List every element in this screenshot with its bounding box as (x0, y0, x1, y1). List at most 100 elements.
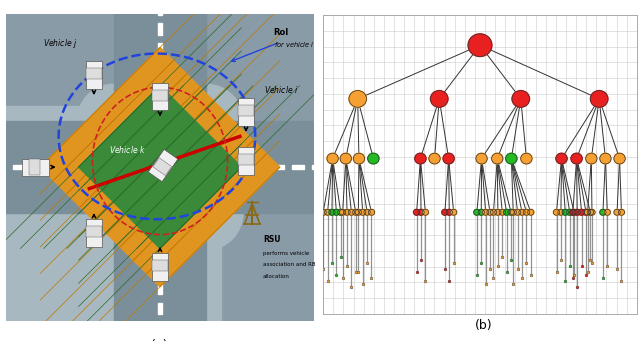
Circle shape (588, 209, 593, 215)
Polygon shape (86, 226, 102, 237)
Bar (158, 283, 162, 294)
Circle shape (499, 209, 506, 215)
Circle shape (340, 153, 351, 164)
Circle shape (487, 209, 493, 215)
Circle shape (556, 153, 567, 164)
Circle shape (508, 209, 514, 215)
Circle shape (418, 209, 424, 215)
Bar (6, 106, 114, 213)
Circle shape (574, 209, 580, 215)
Text: performs vehicle: performs vehicle (263, 251, 309, 255)
Circle shape (483, 209, 489, 215)
Circle shape (443, 153, 454, 164)
Bar (33, 165, 44, 169)
Polygon shape (40, 47, 280, 287)
Circle shape (355, 209, 362, 215)
Circle shape (474, 209, 480, 215)
Wedge shape (206, 213, 243, 250)
Circle shape (320, 209, 326, 215)
Text: Vehicle $j$: Vehicle $j$ (43, 37, 77, 50)
Circle shape (327, 153, 339, 164)
Circle shape (570, 209, 576, 215)
Circle shape (571, 153, 582, 164)
Circle shape (586, 153, 597, 164)
Polygon shape (239, 105, 253, 116)
Bar (114, 14, 206, 321)
Polygon shape (152, 253, 168, 281)
Text: Vehicle $i$: Vehicle $i$ (264, 85, 299, 95)
Bar (158, 63, 162, 75)
Circle shape (558, 209, 564, 215)
Circle shape (415, 153, 426, 164)
Circle shape (521, 153, 532, 164)
Circle shape (476, 153, 487, 164)
Circle shape (562, 209, 568, 215)
Text: RSU: RSU (263, 235, 280, 244)
Circle shape (579, 209, 585, 215)
Circle shape (604, 209, 611, 215)
Text: Vehicle $k$: Vehicle $k$ (109, 144, 146, 155)
Circle shape (571, 209, 577, 215)
Circle shape (618, 209, 625, 215)
Circle shape (329, 209, 335, 215)
Circle shape (431, 91, 448, 107)
Polygon shape (29, 160, 40, 175)
Polygon shape (152, 260, 168, 271)
Text: RoI: RoI (274, 28, 289, 37)
Bar (13, 165, 24, 169)
Circle shape (468, 34, 492, 57)
Polygon shape (237, 98, 255, 125)
Bar (212, 165, 224, 169)
Text: (b): (b) (474, 320, 492, 332)
Wedge shape (77, 213, 114, 250)
Bar (52, 165, 64, 169)
Text: (a): (a) (151, 339, 169, 341)
Bar (114, 213, 221, 321)
Circle shape (413, 209, 420, 215)
Bar (158, 203, 162, 215)
Polygon shape (86, 68, 102, 79)
Circle shape (495, 209, 501, 215)
Circle shape (353, 153, 365, 164)
Circle shape (368, 153, 379, 164)
Circle shape (442, 209, 448, 215)
Circle shape (478, 209, 484, 215)
Circle shape (492, 153, 503, 164)
Bar (6, 121, 314, 213)
Circle shape (446, 209, 452, 215)
Circle shape (515, 209, 521, 215)
Circle shape (364, 209, 370, 215)
Circle shape (554, 209, 559, 215)
Polygon shape (86, 219, 102, 247)
Circle shape (524, 209, 529, 215)
Bar (158, 223, 162, 235)
Bar (113, 165, 124, 169)
Wedge shape (77, 84, 114, 121)
Bar (158, 83, 162, 95)
Text: for vehicle $i$: for vehicle $i$ (274, 40, 314, 49)
Bar (232, 165, 244, 169)
Bar (292, 165, 304, 169)
Circle shape (566, 209, 573, 215)
Circle shape (490, 209, 497, 215)
Circle shape (600, 209, 606, 215)
Circle shape (527, 209, 534, 215)
Bar (158, 43, 162, 55)
Circle shape (339, 209, 346, 215)
Polygon shape (148, 149, 178, 182)
Circle shape (348, 209, 355, 215)
Bar (272, 165, 284, 169)
Bar (158, 103, 162, 115)
Bar (158, 303, 162, 314)
Polygon shape (79, 86, 241, 248)
Bar (252, 165, 264, 169)
Bar (158, 243, 162, 254)
Bar (312, 165, 324, 169)
Bar (92, 165, 104, 169)
Polygon shape (152, 90, 168, 101)
Circle shape (506, 153, 517, 164)
Bar (158, 263, 162, 275)
Polygon shape (86, 61, 102, 89)
Circle shape (600, 153, 611, 164)
Text: association and RB: association and RB (263, 262, 316, 267)
